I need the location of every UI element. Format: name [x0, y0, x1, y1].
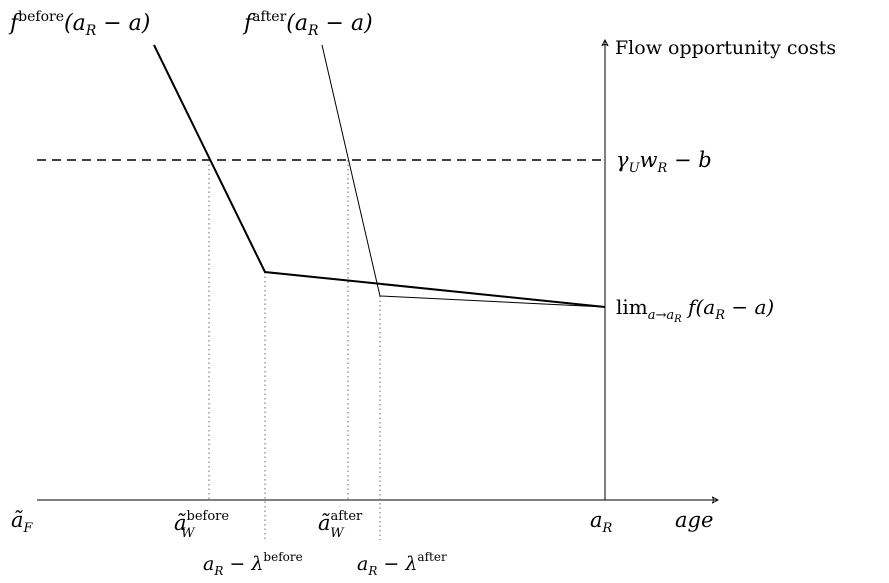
f-after-curve: [321, 44, 606, 308]
kink-after-label: aR − λafter: [357, 550, 447, 578]
dotted-guides: [208, 160, 381, 540]
a-tilde-w-after-label: ãafter W: [318, 509, 363, 541]
f-after-label: fafter(aR − a): [242, 9, 373, 39]
a-tilde-w-before-label: ãbefore W: [174, 509, 229, 541]
gamma-line-label: γUwR − b: [616, 148, 712, 176]
y-axis-title: Flow opportunity costs: [615, 37, 836, 59]
f-before-label: fbefore(aR − a): [8, 9, 150, 39]
limit-label: lima→aR f(aR − a): [616, 295, 774, 325]
f-before-curve: [153, 44, 606, 308]
a-r-label: aR: [590, 508, 613, 536]
a-tilde-f-label: ãF: [11, 508, 34, 536]
x-axis-title: age: [675, 508, 713, 532]
kink-before-label: aR − λbefore: [203, 550, 303, 578]
